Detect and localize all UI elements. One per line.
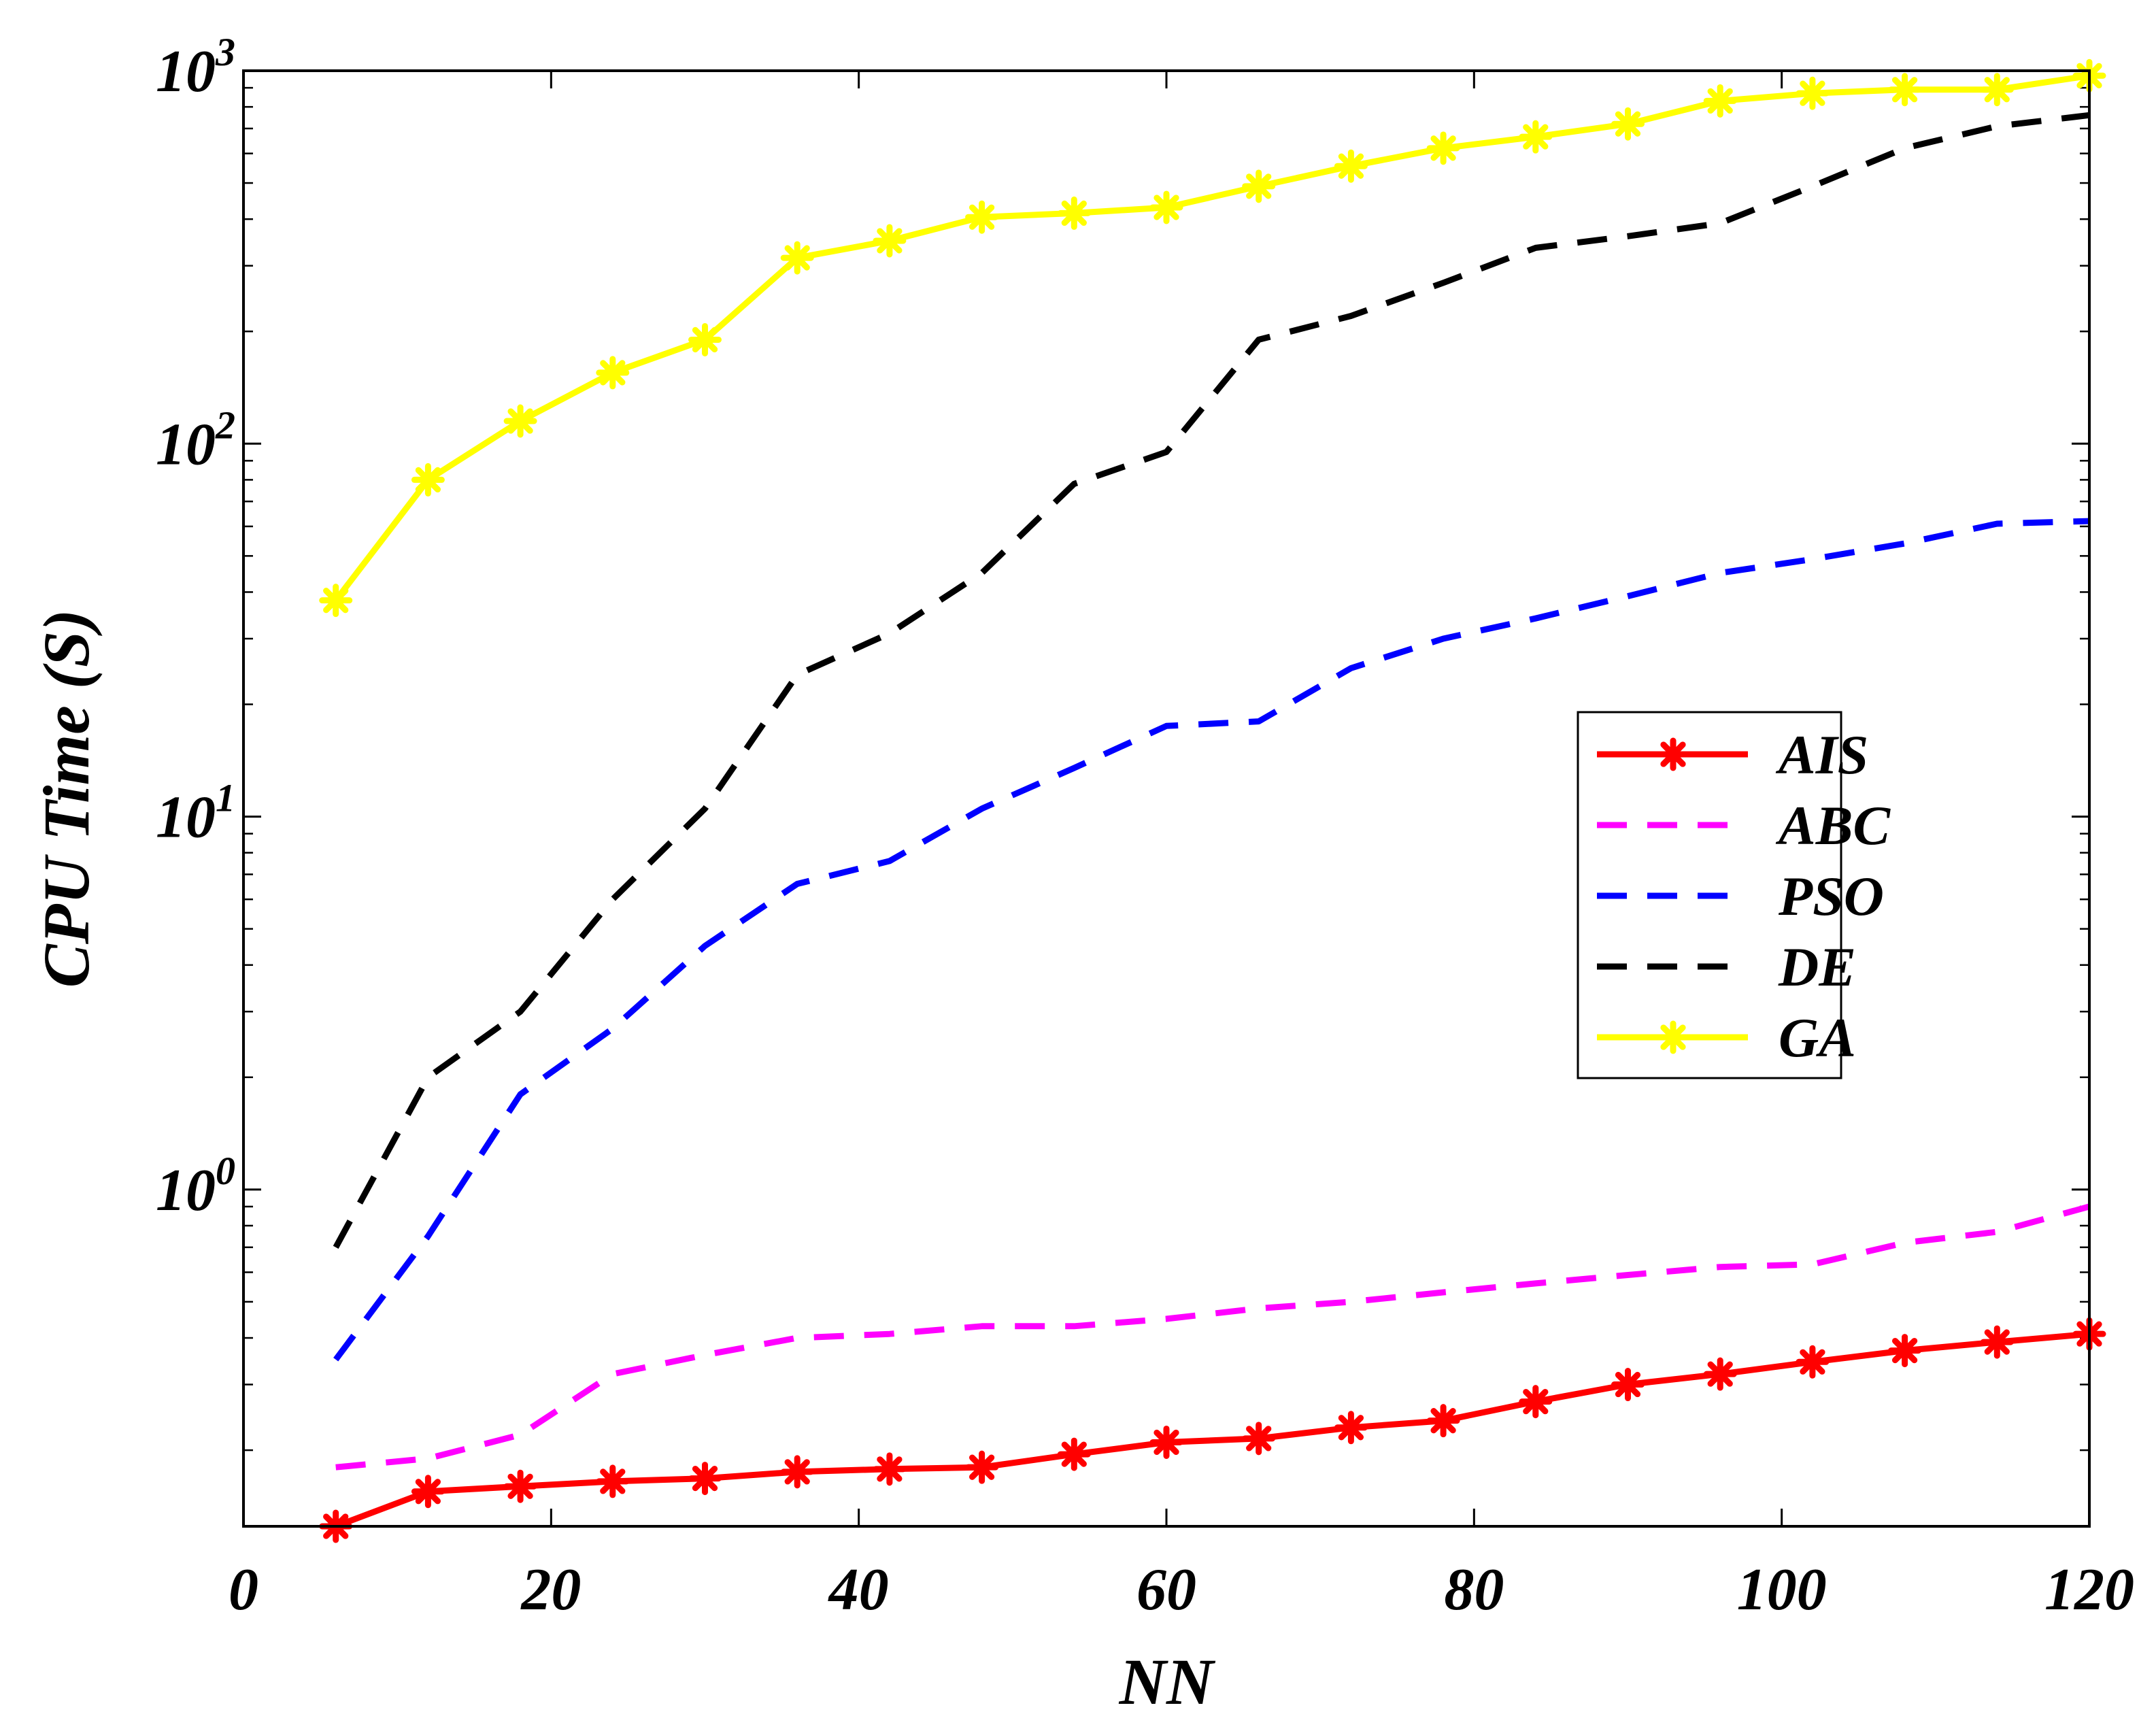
star-marker [965, 200, 999, 234]
star-marker [1426, 1404, 1460, 1438]
series-pso [333, 518, 2090, 1362]
star-marker [1519, 120, 1553, 154]
y-axis-label: CPU Time (S) [30, 609, 103, 988]
tick-marks [242, 69, 2091, 1526]
series-ga [319, 58, 2106, 618]
star-marker [1888, 1334, 1922, 1368]
series-line-de [333, 112, 2090, 1249]
star-marker [1149, 1425, 1183, 1459]
star-marker [1703, 1357, 1737, 1391]
x-tick-label: 40 [828, 1557, 889, 1623]
series-line-abc [335, 1203, 2091, 1471]
x-tick-label: 0 [229, 1557, 258, 1623]
star-marker [503, 1469, 537, 1503]
star-marker [1057, 1437, 1091, 1471]
star-marker [1149, 190, 1183, 224]
star-marker [1703, 84, 1737, 118]
star-marker [1611, 1368, 1645, 1402]
star-marker [411, 1475, 445, 1509]
star-marker [965, 1450, 999, 1484]
y-tick-label: 100 [156, 1149, 235, 1224]
y-tick-labels: 100 101 102 103 [156, 30, 235, 1224]
star-marker [873, 1452, 907, 1486]
y-tick-label: 103 [156, 30, 235, 105]
star-marker [319, 584, 353, 618]
star-marker [1519, 1385, 1553, 1419]
legend: AIS ABC PSO DE GA [1577, 711, 1891, 1079]
star-marker [688, 1462, 722, 1496]
star-marker [1057, 196, 1091, 230]
star-marker [1334, 149, 1368, 183]
series-abc [335, 1203, 2091, 1471]
star-marker [596, 356, 630, 390]
legend-entry-ais: AIS [1597, 724, 1868, 786]
legend-label: PSO [1778, 865, 1884, 927]
star-marker [688, 322, 722, 356]
star-marker [596, 1464, 630, 1498]
x-tick-label: 60 [1136, 1557, 1196, 1623]
star-marker [1426, 131, 1460, 165]
star-marker [1656, 1020, 1690, 1054]
star-marker [1242, 169, 1276, 203]
series-line-pso [333, 518, 2090, 1362]
x-tick-labels: 0 20 40 60 80 100 120 [229, 1557, 2134, 1623]
star-marker [1334, 1411, 1368, 1445]
x-tick-label: 80 [1444, 1557, 1504, 1623]
star-marker [1980, 73, 2014, 107]
legend-label: DE [1778, 936, 1856, 998]
x-tick-label: 120 [2044, 1557, 2134, 1623]
star-marker [1888, 73, 1922, 107]
star-marker [780, 1455, 814, 1489]
x-axis-label: NN [1119, 1645, 1216, 1718]
legend-label: GA [1779, 1007, 1856, 1069]
y-tick-label: 101 [156, 776, 235, 851]
y-tick-label: 102 [156, 403, 235, 477]
star-marker [1796, 1345, 1830, 1379]
series-de [333, 112, 2090, 1249]
star-marker [503, 404, 537, 438]
plot-frame [242, 69, 2091, 1528]
star-marker [873, 224, 907, 258]
x-tick-label: 20 [520, 1557, 581, 1623]
star-marker [1611, 107, 1645, 141]
star-marker [780, 241, 814, 275]
legend-label: ABC [1775, 794, 1891, 856]
star-marker [1656, 737, 1690, 771]
legend-entry-pso: PSO [1597, 865, 1884, 927]
series-ais [319, 1317, 2106, 1543]
legend-entry-ga: GA [1597, 1007, 1856, 1069]
star-marker [1242, 1422, 1276, 1456]
legend-entry-de: DE [1597, 936, 1856, 998]
star-marker [1980, 1325, 2014, 1359]
legend-label: AIS [1775, 724, 1868, 786]
star-marker [1796, 76, 1830, 110]
star-marker [411, 463, 445, 497]
x-tick-label: 100 [1737, 1557, 1827, 1623]
legend-entry-abc: ABC [1597, 794, 1891, 856]
series-layer [319, 58, 2106, 1543]
